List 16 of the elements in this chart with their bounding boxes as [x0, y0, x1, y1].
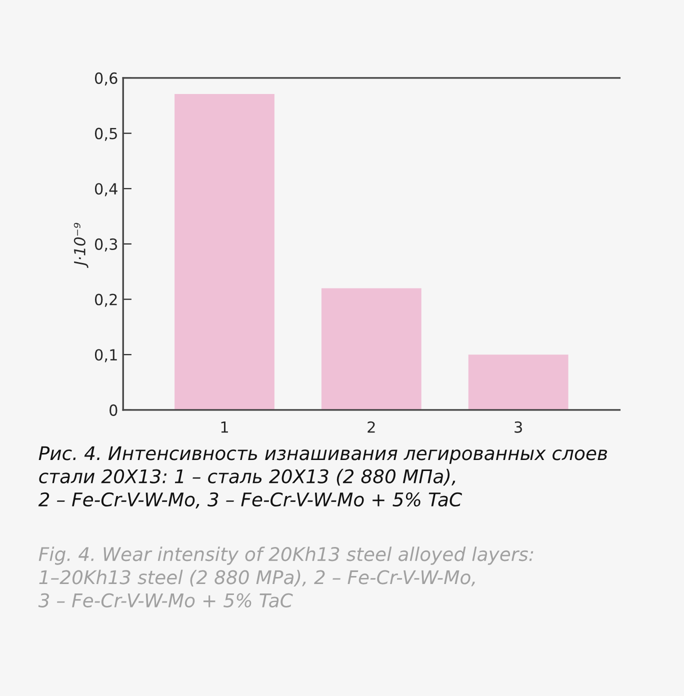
text: Рис. 4. Интенсивность изнашивания легированных слоев стали 20Х13: 1 – сталь 20Х13 (2 880 МПа), 2 – Fe-Cr-V-W-Mo, 3 – Fe-Cr-V-W-Mo + 5% TaC — [38, 446, 608, 508]
y-tick-label: 0,6 — [94, 72, 118, 86]
y-axis-title: J·10⁻⁹ — [74, 222, 88, 268]
y-tick-label: 0,5 — [94, 128, 117, 141]
y-tick-label: 0,4 — [94, 183, 118, 196]
bar — [468, 354, 568, 410]
x-tick-label: 2 — [368, 421, 375, 433]
caption: Fig. 4. Wear intensity of 20Kh13 steel alloyed layers: 1–20Kh13 steel (2 880 MPa), 2 – Fe-Cr-V-W-Mo, 3 – Fe-Cr-V-W-Mo + 5% TaC — [38, 546, 534, 608]
x-tick-label: 1 — [221, 422, 228, 433]
y-tick-label: 0,2 — [94, 294, 117, 307]
bar — [174, 94, 274, 410]
y-tick-label: 0,3 — [94, 238, 118, 252]
y-tick-label: 0 — [110, 404, 118, 416]
y-tick-label: 0,1 — [94, 349, 117, 362]
x-tick-label: 3 — [514, 421, 522, 433]
bar — [321, 288, 422, 410]
